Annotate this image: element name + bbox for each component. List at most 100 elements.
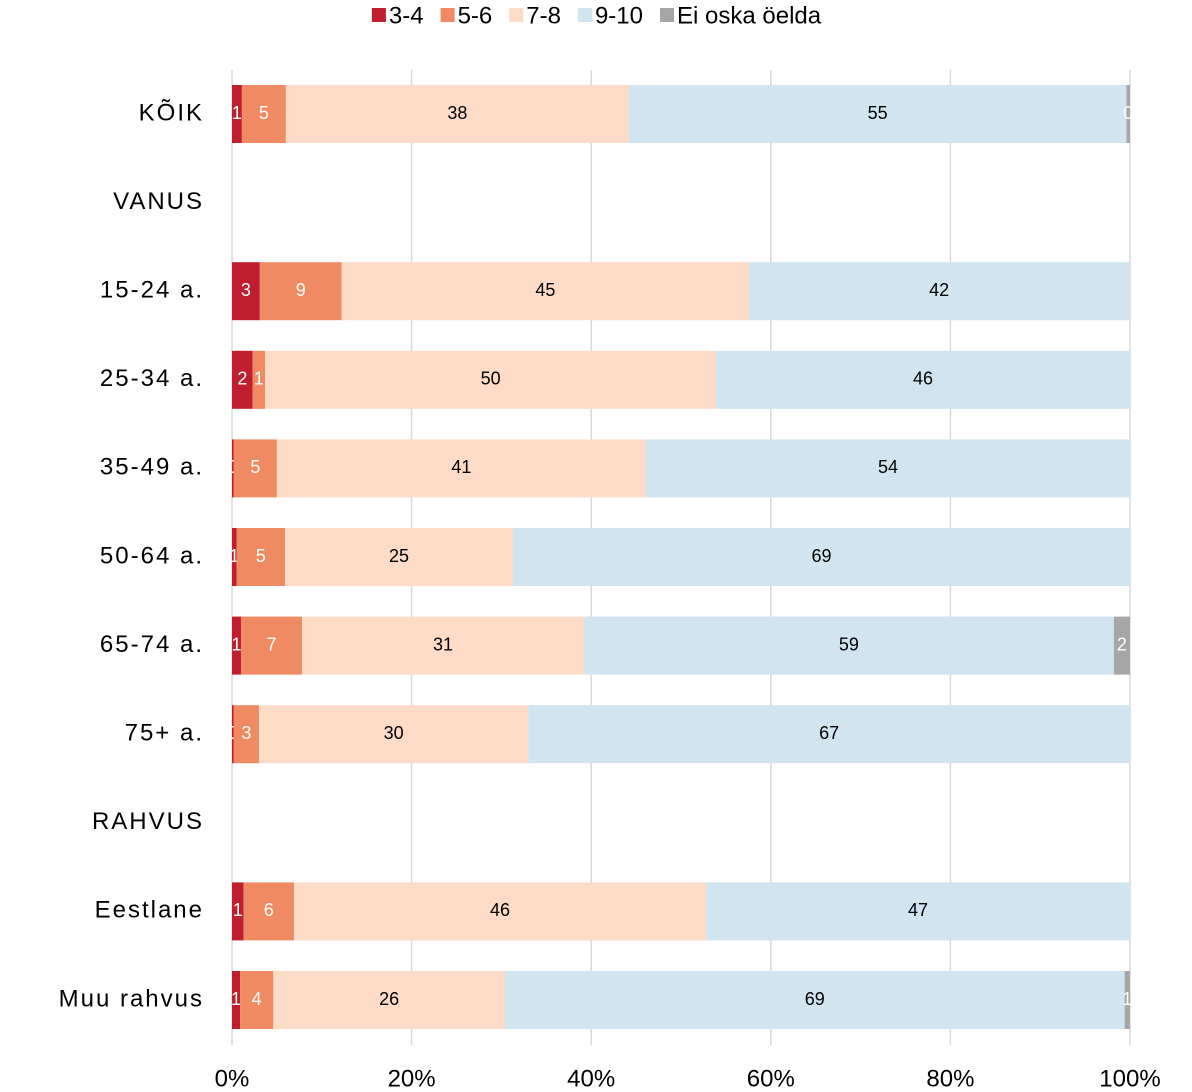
bar-segment (252, 350, 266, 409)
data-label: 42 (929, 280, 949, 300)
category-label: 25-34 a. (100, 365, 204, 392)
data-label: 7 (267, 634, 277, 654)
data-label: 69 (812, 546, 832, 566)
data-label: 26 (379, 989, 399, 1009)
bar-segment (232, 882, 244, 941)
data-label: 31 (433, 634, 453, 654)
data-label: 5 (256, 546, 266, 566)
data-label: 1 (232, 103, 242, 123)
bar-segment (265, 350, 717, 409)
category-label: 75+ a. (125, 720, 204, 747)
legend-swatch (660, 8, 675, 22)
legend-label: Ei oska öelda (677, 2, 822, 29)
bar-segment (233, 439, 277, 498)
legend-swatch (577, 8, 592, 22)
data-label: 4 (252, 989, 262, 1009)
data-label: 50 (481, 369, 501, 389)
x-tick-label: 20% (388, 1065, 436, 1092)
category-label: 65-74 a. (100, 631, 204, 658)
bar-segment (628, 85, 1127, 143)
bar-segment (241, 85, 286, 143)
data-label: 1 (233, 900, 243, 920)
bar-segment (706, 882, 1130, 941)
category-label: 35-49 a. (100, 454, 204, 481)
x-tick-label: 80% (926, 1065, 974, 1092)
data-label: 1 (231, 634, 241, 654)
data-label: 0 (228, 723, 238, 743)
data-label: 59 (839, 634, 859, 654)
data-label: 1 (254, 369, 264, 389)
data-label: 38 (447, 103, 467, 123)
legend-swatch (509, 8, 524, 22)
data-label: 69 (805, 989, 825, 1009)
category-label: 50-64 a. (100, 542, 204, 569)
bar-segment (1126, 85, 1130, 143)
category-label: Muu rahvus (59, 985, 204, 1012)
bar-segment (284, 528, 514, 586)
data-label: 9 (296, 280, 306, 300)
data-label: 0 (1123, 103, 1133, 123)
bar-segment (528, 705, 1130, 764)
data-label: 2 (1117, 634, 1127, 654)
bar-segment (232, 705, 234, 764)
data-label: 45 (535, 280, 555, 300)
category-label: KÕIK (139, 98, 204, 126)
bar-segment (259, 262, 342, 321)
x-tick-label: 40% (567, 1065, 615, 1092)
data-label: 54 (878, 457, 898, 477)
data-label: 46 (490, 900, 510, 920)
data-label: 41 (451, 457, 471, 477)
category-label: RAHVUS (92, 808, 204, 835)
legend-label: 3-4 (389, 2, 424, 29)
bar-segment (293, 882, 707, 941)
bar-segment (232, 616, 241, 675)
bar-segment (285, 85, 629, 143)
legend-label: 5-6 (458, 2, 493, 29)
data-label: 55 (868, 103, 888, 123)
x-tick-label: 0% (215, 1065, 250, 1092)
bar-segment (232, 528, 237, 586)
bar-segment (716, 350, 1130, 409)
data-label: 5 (250, 457, 260, 477)
bar-segment (276, 439, 646, 498)
bar-segment (1113, 616, 1130, 675)
bar-segment (233, 705, 259, 764)
legend-label: 9-10 (595, 2, 643, 29)
data-label: 0 (228, 457, 238, 477)
category-label: Eestlane (95, 897, 204, 924)
legend-swatch (371, 8, 386, 22)
x-tick-label: 60% (747, 1065, 795, 1092)
data-label: 5 (259, 103, 269, 123)
bar-segment (749, 262, 1130, 321)
bar-segment (236, 528, 285, 586)
bar-segment (645, 439, 1130, 498)
bar-segment (1124, 971, 1130, 1029)
bar-segment (341, 262, 750, 321)
bar-segment (232, 262, 260, 321)
data-label: 3 (241, 280, 251, 300)
data-label: 30 (384, 723, 404, 743)
bar-segment (504, 971, 1125, 1029)
data-label: 6 (264, 900, 274, 920)
bar-segment (513, 528, 1130, 586)
data-label: 1 (1122, 989, 1132, 1009)
data-label: 47 (908, 900, 928, 920)
bar-segment (232, 350, 253, 409)
data-label: 1 (229, 546, 239, 566)
data-label: 46 (913, 369, 933, 389)
bar-segment (240, 616, 303, 675)
legend-swatch (440, 8, 455, 22)
legend-label: 7-8 (526, 2, 561, 29)
data-label: 2 (237, 369, 247, 389)
bar-segment (584, 616, 1114, 675)
category-label: 15-24 a. (100, 277, 204, 304)
bar-segment (232, 85, 242, 143)
bar-segment (243, 882, 294, 941)
data-label: 1 (231, 989, 241, 1009)
bar-segment (302, 616, 585, 675)
bar-segment (273, 971, 505, 1029)
x-tick-label: 100% (1099, 1065, 1160, 1092)
data-label: 25 (389, 546, 409, 566)
data-label: 3 (241, 723, 251, 743)
